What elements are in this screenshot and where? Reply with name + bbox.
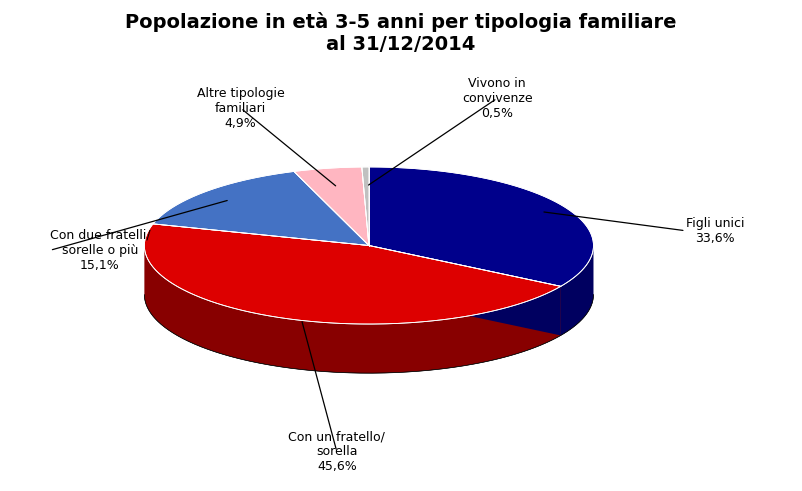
Text: Figli unici
33,6%: Figli unici 33,6% [686, 217, 744, 245]
Polygon shape [153, 171, 369, 246]
Text: Con due fratelli/
sorelle o più
15,1%: Con due fratelli/ sorelle o più 15,1% [50, 229, 150, 272]
Polygon shape [144, 224, 561, 324]
Polygon shape [362, 167, 369, 246]
Polygon shape [369, 167, 593, 286]
Text: Altre tipologie
familiari
4,9%: Altre tipologie familiari 4,9% [196, 86, 285, 130]
Text: Con un fratello/
sorella
45,6%: Con un fratello/ sorella 45,6% [289, 430, 385, 473]
Text: Popolazione in età 3-5 anni per tipologia familiare
al 31/12/2014: Popolazione in età 3-5 anni per tipologi… [125, 12, 677, 55]
Text: Vivono in
convivenze
0,5%: Vivono in convivenze 0,5% [462, 77, 533, 120]
Polygon shape [294, 167, 369, 246]
Polygon shape [369, 246, 561, 335]
Polygon shape [144, 246, 561, 373]
Polygon shape [561, 246, 593, 335]
Polygon shape [369, 246, 561, 335]
